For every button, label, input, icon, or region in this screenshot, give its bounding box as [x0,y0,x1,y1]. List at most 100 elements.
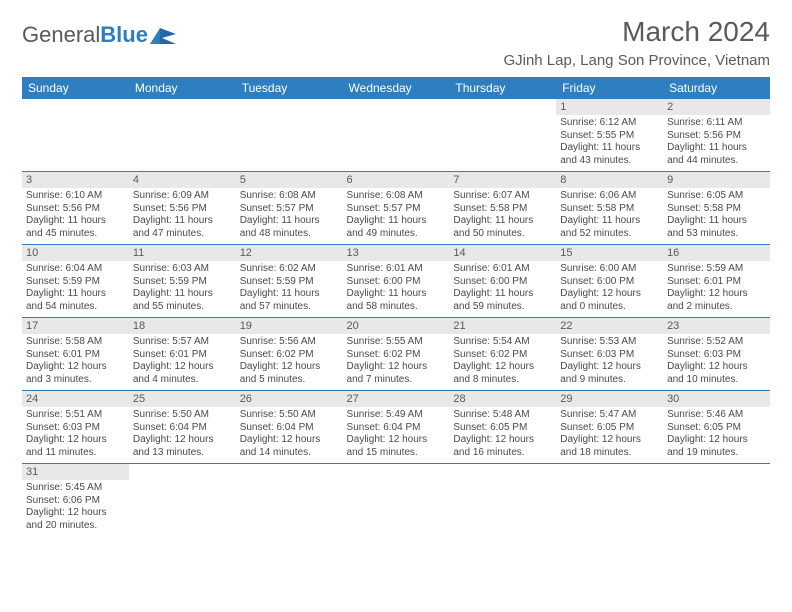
daylight-text-2: and 47 minutes. [133,228,232,241]
daylight-text-2: and 13 minutes. [133,447,232,460]
daylight-text-1: Daylight: 11 hours [133,215,232,228]
sunset-text: Sunset: 6:04 PM [133,422,232,435]
day-detail-cell [449,115,556,172]
daylight-text-2: and 43 minutes. [560,155,659,168]
day-detail-cell [343,115,450,172]
day-detail-cell: Sunrise: 6:06 AMSunset: 5:58 PMDaylight:… [556,188,663,245]
sunrise-text: Sunrise: 6:00 AM [560,263,659,276]
day-detail-cell: Sunrise: 5:49 AMSunset: 6:04 PMDaylight:… [343,407,450,464]
day-detail-cell [236,115,343,172]
sunset-text: Sunset: 5:58 PM [667,203,766,216]
day-number-cell [343,464,450,481]
daylight-text-1: Daylight: 11 hours [667,142,766,155]
daylight-text-2: and 5 minutes. [240,374,339,387]
sunrise-text: Sunrise: 6:01 AM [453,263,552,276]
day-number-cell: 19 [236,318,343,335]
sunset-text: Sunset: 6:03 PM [26,422,125,435]
daylight-text-2: and 52 minutes. [560,228,659,241]
sunset-text: Sunset: 5:59 PM [133,276,232,289]
day-detail-cell: Sunrise: 6:07 AMSunset: 5:58 PMDaylight:… [449,188,556,245]
day-detail-cell [236,480,343,536]
day-number-row: 3456789 [22,172,770,189]
day-number-cell: 27 [343,391,450,408]
day-detail-cell [22,115,129,172]
sunset-text: Sunset: 5:57 PM [240,203,339,216]
daylight-text-2: and 11 minutes. [26,447,125,460]
day-detail-cell: Sunrise: 6:01 AMSunset: 6:00 PMDaylight:… [449,261,556,318]
sunrise-text: Sunrise: 5:45 AM [26,482,125,495]
day-number-cell: 10 [22,245,129,262]
day-detail-cell: Sunrise: 5:47 AMSunset: 6:05 PMDaylight:… [556,407,663,464]
daylight-text-2: and 20 minutes. [26,520,125,533]
day-detail-cell: Sunrise: 5:55 AMSunset: 6:02 PMDaylight:… [343,334,450,391]
sunset-text: Sunset: 6:02 PM [347,349,446,362]
day-detail-cell: Sunrise: 6:01 AMSunset: 6:00 PMDaylight:… [343,261,450,318]
daylight-text-2: and 44 minutes. [667,155,766,168]
daylight-text-2: and 19 minutes. [667,447,766,460]
sunrise-text: Sunrise: 6:10 AM [26,190,125,203]
daylight-text-1: Daylight: 12 hours [240,434,339,447]
weekday-header: Thursday [449,77,556,99]
day-number-row: 31 [22,464,770,481]
weekday-header: Wednesday [343,77,450,99]
brand-logo: GeneralBlue [22,16,176,48]
day-detail-cell [129,480,236,536]
day-number-row: 10111213141516 [22,245,770,262]
day-detail-cell: Sunrise: 5:58 AMSunset: 6:01 PMDaylight:… [22,334,129,391]
sunset-text: Sunset: 6:05 PM [667,422,766,435]
day-number-cell: 13 [343,245,450,262]
day-detail-row: Sunrise: 5:58 AMSunset: 6:01 PMDaylight:… [22,334,770,391]
location-text: GJinh Lap, Lang Son Province, Vietnam [503,52,770,69]
calendar-table: Sunday Monday Tuesday Wednesday Thursday… [22,77,770,536]
daylight-text-2: and 0 minutes. [560,301,659,314]
sunset-text: Sunset: 6:05 PM [560,422,659,435]
day-detail-cell: Sunrise: 5:56 AMSunset: 6:02 PMDaylight:… [236,334,343,391]
daylight-text-2: and 4 minutes. [133,374,232,387]
day-number-cell [556,464,663,481]
daylight-text-2: and 45 minutes. [26,228,125,241]
day-number-row: 24252627282930 [22,391,770,408]
day-detail-cell: Sunrise: 6:09 AMSunset: 5:56 PMDaylight:… [129,188,236,245]
daylight-text-1: Daylight: 12 hours [667,361,766,374]
daylight-text-2: and 14 minutes. [240,447,339,460]
daylight-text-2: and 48 minutes. [240,228,339,241]
day-detail-cell: Sunrise: 6:12 AMSunset: 5:55 PMDaylight:… [556,115,663,172]
sunrise-text: Sunrise: 5:51 AM [26,409,125,422]
day-detail-row: Sunrise: 5:45 AMSunset: 6:06 PMDaylight:… [22,480,770,536]
daylight-text-1: Daylight: 12 hours [667,434,766,447]
brand-part2: Blue [100,22,148,48]
daylight-text-1: Daylight: 11 hours [667,215,766,228]
day-number-cell [129,99,236,115]
day-number-cell [449,464,556,481]
day-number-cell: 22 [556,318,663,335]
weekday-header: Saturday [663,77,770,99]
day-number-cell [663,464,770,481]
day-number-cell: 16 [663,245,770,262]
daylight-text-1: Daylight: 12 hours [133,434,232,447]
day-number-cell: 11 [129,245,236,262]
daylight-text-1: Daylight: 12 hours [133,361,232,374]
day-number-cell [236,99,343,115]
sunrise-text: Sunrise: 6:09 AM [133,190,232,203]
day-number-cell: 5 [236,172,343,189]
day-number-cell: 8 [556,172,663,189]
sunset-text: Sunset: 5:55 PM [560,130,659,143]
sunrise-text: Sunrise: 6:06 AM [560,190,659,203]
day-detail-row: Sunrise: 5:51 AMSunset: 6:03 PMDaylight:… [22,407,770,464]
daylight-text-1: Daylight: 12 hours [347,361,446,374]
weekday-header: Friday [556,77,663,99]
daylight-text-2: and 9 minutes. [560,374,659,387]
day-number-row: 12 [22,99,770,115]
day-number-cell: 25 [129,391,236,408]
day-detail-cell: Sunrise: 5:45 AMSunset: 6:06 PMDaylight:… [22,480,129,536]
sunset-text: Sunset: 6:00 PM [347,276,446,289]
daylight-text-1: Daylight: 12 hours [26,434,125,447]
sunset-text: Sunset: 6:01 PM [26,349,125,362]
sunrise-text: Sunrise: 5:50 AM [240,409,339,422]
sunset-text: Sunset: 6:03 PM [667,349,766,362]
day-number-cell: 21 [449,318,556,335]
day-number-cell [449,99,556,115]
day-number-cell [22,99,129,115]
day-detail-cell: Sunrise: 5:48 AMSunset: 6:05 PMDaylight:… [449,407,556,464]
calendar-page: GeneralBlue March 2024 GJinh Lap, Lang S… [0,0,792,536]
